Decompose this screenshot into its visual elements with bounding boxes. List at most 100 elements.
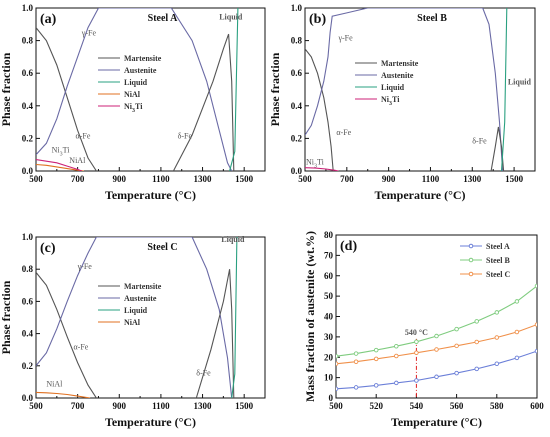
panel-label: (b) [309,12,326,27]
series-line-austenite [305,8,504,171]
data-point [454,343,459,349]
y-axis-label: Phase fraction [0,280,13,354]
panel-d: 500 520 540 560 580 600 0 10 20 30 40 50 60 70 80 Tempe… [303,230,544,429]
data-point [494,361,500,367]
legend-item: Steel B [460,256,510,265]
y-tick-label: 0.2 [291,133,303,143]
x-tick-label: 700 [71,174,85,184]
x-tick-label: 580 [490,401,504,411]
y-tick-label: 0 [329,393,334,403]
panel-a: 500 700 900 1100 1300 1500 0.0 0.2 0.4 0.6 0.8 1.0 T… [0,3,266,202]
y-tick-label: 0.6 [22,68,34,78]
legend-item: Liquid [98,306,148,315]
legend-item: Martensite [355,59,419,68]
series-line-liquid [231,237,238,398]
y-tick-label: 30 [324,332,334,342]
x-tick-label: 500 [29,174,43,184]
y-tick-label: 0.4 [22,329,34,339]
panel-label: (d) [340,239,357,254]
x-axis-label: Temperature (°C) [391,415,482,429]
series-line-austenite [36,8,233,171]
data-point [494,335,500,340]
series-line-steel-b [336,285,537,357]
data-point [353,385,359,390]
x-tick-label: 520 [369,401,383,411]
y-tick-label: 0.8 [22,264,34,274]
legend-item: Austenite [98,66,157,75]
series-line-liquid [229,8,239,171]
x-tick-label: 900 [113,174,127,184]
plot-area [36,237,238,398]
annotation-label: γ-Fe [77,262,93,271]
data-point [434,374,439,380]
data-point [534,283,537,289]
y-tick-label: 40 [324,312,334,322]
legend-label: NiAl [124,318,141,327]
legend-marker [468,243,474,249]
x-tick-label: 1300 [194,174,213,184]
x-tick-label: 500 [329,401,343,411]
x-tick-label: 560 [450,401,464,411]
annotation-label: 540 °C [405,328,428,337]
legend-label: Liquid [124,78,148,87]
x-tick-label: 900 [382,174,396,184]
annotation-label: Ni3Ti [52,145,71,157]
x-tick-label: 1100 [422,174,440,184]
legend-item: NiAl [98,90,141,99]
annotation-label: δ-Fe [472,136,487,145]
data-point [353,359,359,364]
data-point [454,370,459,376]
x-tick-label: 700 [71,401,85,411]
annotation-label: Liquid [508,78,532,87]
data-point [434,347,439,352]
legend-label: Ni3Ti [124,102,143,114]
data-point [336,361,339,367]
x-tick-label: 1300 [194,401,213,411]
legend-item: Ni3Ti [98,102,143,114]
x-axis-label: Temperature (°C) [105,415,196,429]
x-tick-label: 1500 [235,174,254,184]
plot-area [336,283,537,398]
annotation-label: NiAl [46,380,63,389]
x-tick-label: 900 [113,401,127,411]
y-tick-label: 0.6 [291,68,303,78]
data-point [514,299,520,304]
data-point [414,350,419,356]
chart-title: Steel B [417,13,447,24]
legend-label: Austenite [124,66,157,75]
data-point [336,386,339,392]
y-axis-label: Phase fraction [268,52,282,126]
series-line-ni3ti [36,159,82,171]
x-tick-label: 700 [340,174,354,184]
data-point [373,347,379,353]
y-tick-label: 0.4 [22,101,34,111]
data-point [474,366,479,372]
series-line-austenite [36,237,233,398]
data-point [514,355,520,361]
data-point [474,339,479,345]
plot-area [36,8,239,171]
x-tick-label: 1500 [505,174,524,184]
series-line-liquid [500,8,508,171]
y-tick-label: 1.0 [22,232,34,242]
annotation-label: NiAl [69,156,86,165]
y-tick-label: 20 [324,352,334,362]
annotation-label: Ni3Ti [306,157,325,169]
x-axis-label: Temperature (°C) [105,188,196,202]
y-tick-label: 0.6 [22,296,34,306]
y-tick-label: 0.2 [22,361,34,371]
data-point [373,383,379,388]
y-tick-label: 0.0 [291,166,303,176]
y-tick-label: 0.2 [22,133,34,143]
chart-title: Steel C [147,242,177,253]
legend-label: Martensite [124,282,162,291]
x-tick-label: 1500 [235,401,254,411]
data-point [514,329,520,335]
y-tick-label: 60 [324,271,334,281]
plot-frame [35,7,266,172]
data-point [494,310,500,315]
legend-label: Steel A [486,242,510,251]
y-tick-label: 1.0 [22,3,34,13]
series-line--ferrite [195,269,235,398]
series-line-steel-c [336,324,537,365]
